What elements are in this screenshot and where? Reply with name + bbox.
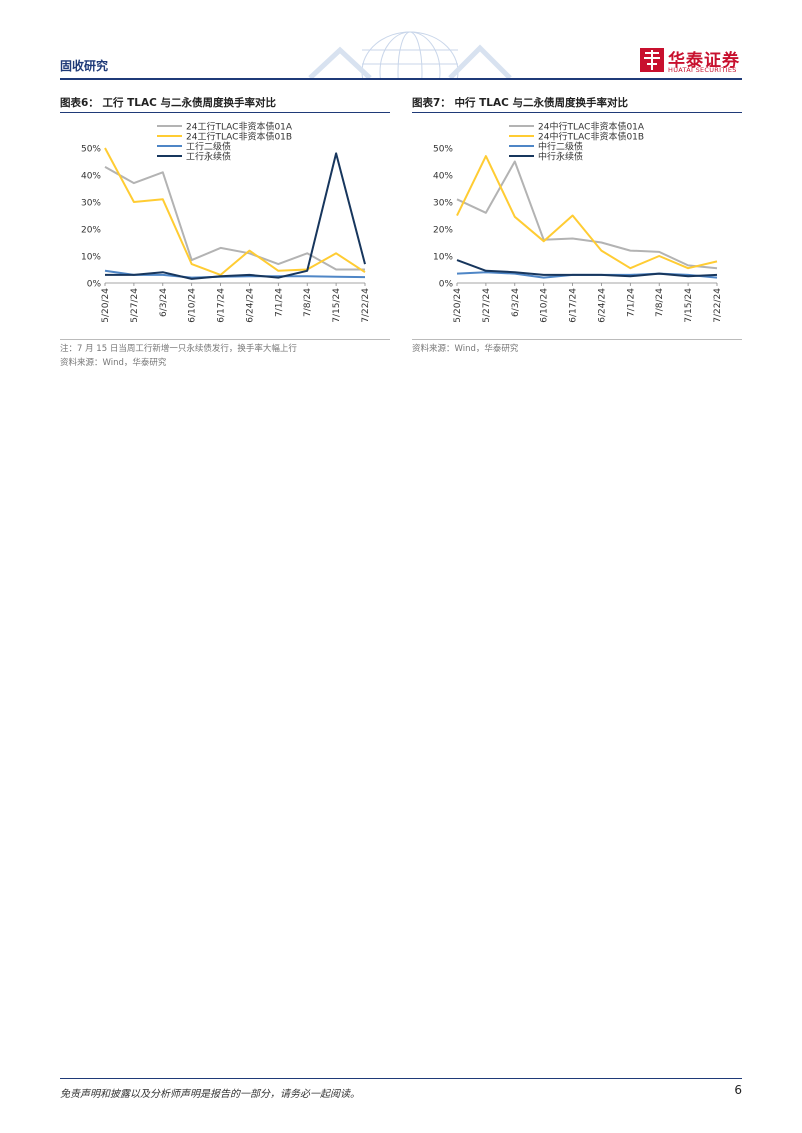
chart6-title: 图表6： 工行 TLAC 与二永债周度换手率对比 — [60, 97, 276, 109]
chart7-title: 图表7： 中行 TLAC 与二永债周度换手率对比 — [412, 97, 628, 109]
y-tick-label: 30% — [433, 199, 453, 209]
series-line-1 — [456, 155, 718, 270]
series-line-3 — [105, 152, 366, 280]
x-tick-label: 6/24/24 — [597, 288, 607, 323]
legend-label-1: 24工行TLAC非资本债01B — [186, 131, 292, 143]
huatai-logo-icon — [640, 48, 664, 72]
y-tick-label: 10% — [81, 253, 101, 263]
x-tick-label: 5/27/24 — [482, 288, 492, 323]
series-line-1 — [104, 147, 366, 276]
y-tick-label: 40% — [81, 172, 101, 182]
series-line-3 — [456, 259, 718, 278]
company-logo: 华泰证券 HUATAI SECURITIES — [640, 46, 745, 76]
x-tick-label: 7/22/24 — [361, 288, 371, 323]
y-tick-label: 50% — [433, 145, 453, 155]
legend-label-0: 24工行TLAC非资本债01A — [186, 121, 293, 133]
footer-divider — [60, 1078, 742, 1079]
series-line-0 — [104, 166, 365, 271]
legend-label-0: 24中行TLAC非资本债01A — [538, 121, 645, 133]
x-tick-label: 6/3/24 — [159, 288, 169, 317]
logo-text-en: HUATAI SECURITIES — [668, 66, 737, 74]
header-divider — [60, 78, 742, 80]
y-tick-label: 20% — [81, 226, 101, 236]
x-tick-label: 7/8/24 — [303, 288, 313, 317]
y-tick-label: 10% — [433, 253, 453, 263]
logo-text-cn: 华泰证券 — [668, 51, 740, 71]
x-tick-label: 7/8/24 — [655, 288, 665, 317]
x-tick-label: 7/1/24 — [626, 288, 636, 317]
x-tick-label: 6/17/24 — [569, 288, 579, 323]
x-tick-label: 7/1/24 — [274, 288, 284, 317]
x-tick-label: 7/22/24 — [713, 288, 723, 323]
legend-label-2: 中行二级债 — [538, 141, 583, 153]
x-tick-label: 5/20/24 — [101, 288, 111, 323]
y-tick-label: 0% — [87, 280, 102, 290]
chart6-note: 注：7 月 15 日当周工行新增一只永续债发行，换手率大幅上行 — [60, 344, 297, 354]
chart7-note-divider — [412, 339, 742, 340]
chart6-plot: 24工行TLAC非资本债01A24工行TLAC非资本债01B工行二级债工行永续债… — [81, 121, 371, 323]
x-tick-label: 6/17/24 — [217, 288, 227, 323]
chart6-title-divider — [60, 112, 390, 113]
x-tick-label: 7/15/24 — [684, 288, 694, 323]
footer-disclaimer: 免责声明和披露以及分析师声明是报告的一部分，请务必一起阅读。 — [60, 1089, 360, 1100]
x-tick-label: 5/20/24 — [453, 288, 463, 323]
y-tick-label: 50% — [81, 145, 101, 155]
chart7-source: 资料来源：Wind，华泰研究 — [412, 344, 519, 354]
page-number: 6 — [734, 1083, 742, 1097]
chart7-plot: 24中行TLAC非资本债01A24中行TLAC非资本债01B中行二级债中行永续债… — [433, 121, 723, 323]
x-tick-label: 6/10/24 — [540, 288, 550, 323]
y-tick-label: 30% — [81, 199, 101, 209]
x-tick-label: 5/27/24 — [130, 288, 140, 323]
legend-label-2: 工行二级债 — [186, 141, 231, 153]
legend-label-3: 工行永续债 — [186, 151, 231, 163]
x-tick-label: 7/15/24 — [332, 288, 342, 323]
y-tick-label: 40% — [433, 172, 453, 182]
y-tick-label: 20% — [433, 226, 453, 236]
x-tick-label: 6/10/24 — [188, 288, 198, 323]
chart7-title-divider — [412, 112, 742, 113]
section-title: 固收研究 — [60, 59, 109, 73]
x-tick-label: 6/24/24 — [245, 288, 255, 323]
globe-decoration — [308, 31, 512, 80]
legend-label-3: 中行永续债 — [538, 151, 583, 163]
legend-label-1: 24中行TLAC非资本债01B — [538, 131, 644, 143]
chart6-note-divider — [60, 339, 390, 340]
chart6-source: 资料来源：Wind，华泰研究 — [60, 358, 167, 368]
x-tick-label: 6/3/24 — [511, 288, 521, 317]
y-tick-label: 0% — [439, 280, 454, 290]
